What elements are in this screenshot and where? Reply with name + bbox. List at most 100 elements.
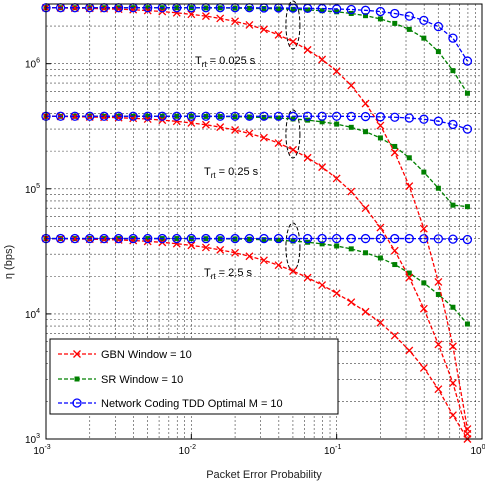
data-point — [404, 233, 414, 244]
data-point — [246, 5, 252, 11]
data-point — [174, 113, 180, 119]
data-point — [334, 243, 340, 249]
data-point — [406, 26, 412, 32]
data-point — [245, 20, 254, 29]
data-point — [289, 267, 298, 276]
annotations: Trt = 0.025 s Trt = 0.25 s Trt = 2.5 s — [195, 55, 259, 281]
marker-stroke — [318, 281, 327, 290]
marker-stroke — [405, 273, 414, 282]
y-axis-label: η (bps) — [3, 245, 15, 279]
y-tick-label: 103 — [25, 433, 40, 446]
marker-stroke — [332, 67, 341, 76]
data-point — [230, 111, 240, 121]
data-point — [290, 116, 296, 122]
marker-stroke — [201, 12, 210, 21]
marker-stroke — [448, 379, 457, 388]
data-point — [448, 234, 458, 244]
data-point — [70, 234, 79, 243]
series-line — [46, 7, 468, 62]
marker-stroke — [187, 10, 196, 19]
group-label: Trt = 0.025 s — [195, 55, 256, 69]
data-point — [406, 270, 412, 276]
data-point — [303, 273, 312, 282]
marker-stroke — [434, 340, 443, 349]
data-point — [288, 233, 298, 244]
legend-label: GBN Window = 10 — [101, 349, 192, 361]
data-point — [348, 246, 354, 252]
data-point — [201, 120, 210, 129]
data-point — [187, 241, 196, 250]
data-point — [405, 182, 414, 191]
data-point — [143, 111, 153, 121]
data-point — [273, 233, 284, 244]
marker-stroke — [201, 120, 210, 129]
marker-stroke — [289, 267, 298, 276]
marker-stroke — [289, 37, 298, 46]
data-point — [113, 233, 124, 244]
data-point — [361, 307, 370, 316]
data-point — [318, 281, 327, 290]
marker-stroke — [274, 261, 283, 270]
data-point — [99, 233, 109, 244]
data-point — [201, 233, 211, 244]
marker-stroke — [187, 241, 196, 250]
data-point — [450, 68, 456, 74]
data-point — [302, 111, 313, 121]
data-point — [464, 204, 470, 210]
marker-stroke — [390, 331, 399, 340]
data-point — [376, 223, 385, 232]
marker-stroke — [201, 243, 210, 252]
data-point — [347, 81, 356, 90]
x-axis-label: Packet Error Probability — [206, 469, 322, 481]
marker-stroke — [129, 5, 138, 14]
data-point — [434, 278, 443, 286]
marker-stroke — [70, 234, 79, 243]
marker-stroke — [448, 411, 457, 420]
marker-stroke — [303, 153, 312, 162]
data-point — [346, 233, 356, 244]
data-point — [419, 15, 429, 26]
marker-stroke — [419, 363, 428, 372]
plot-frame — [45, 3, 483, 440]
marker-stroke — [361, 307, 370, 316]
data-point — [363, 129, 369, 135]
data-point — [259, 133, 268, 142]
data-point — [390, 8, 400, 19]
data-point — [261, 114, 267, 120]
data-point — [276, 115, 282, 121]
data-point — [70, 233, 80, 244]
data-point — [55, 111, 66, 121]
legend-label: Network Coding TDD Optimal M = 10 — [101, 398, 283, 410]
data-point — [289, 145, 298, 154]
marker-stroke — [259, 256, 268, 265]
data-point — [174, 236, 180, 242]
marker-stroke — [347, 298, 356, 307]
data-point — [376, 318, 385, 327]
data-point — [360, 5, 371, 15]
data-point — [448, 342, 457, 351]
marker-stroke — [405, 182, 414, 191]
marker-stroke — [259, 133, 268, 142]
data-point — [435, 185, 441, 191]
data-point — [187, 118, 196, 127]
marker-stroke — [216, 123, 225, 132]
marker-stroke — [332, 289, 341, 298]
data-point — [433, 234, 444, 244]
data-point — [390, 233, 400, 244]
marker-stroke — [216, 14, 225, 23]
data-point — [174, 5, 180, 11]
data-point — [375, 112, 386, 122]
marker-stroke — [361, 204, 370, 213]
marker-stroke — [303, 45, 312, 54]
data-point — [273, 111, 284, 121]
data-point — [375, 233, 386, 244]
data-point — [404, 113, 414, 123]
data-point — [332, 233, 342, 244]
data-point — [319, 8, 325, 14]
data-point — [419, 363, 428, 372]
legend: GBN Window = 10 SR Window = 10 Network Cod… — [49, 338, 339, 415]
data-point — [216, 123, 225, 132]
x-tick-label: 100 — [470, 444, 485, 457]
data-point — [332, 289, 341, 298]
